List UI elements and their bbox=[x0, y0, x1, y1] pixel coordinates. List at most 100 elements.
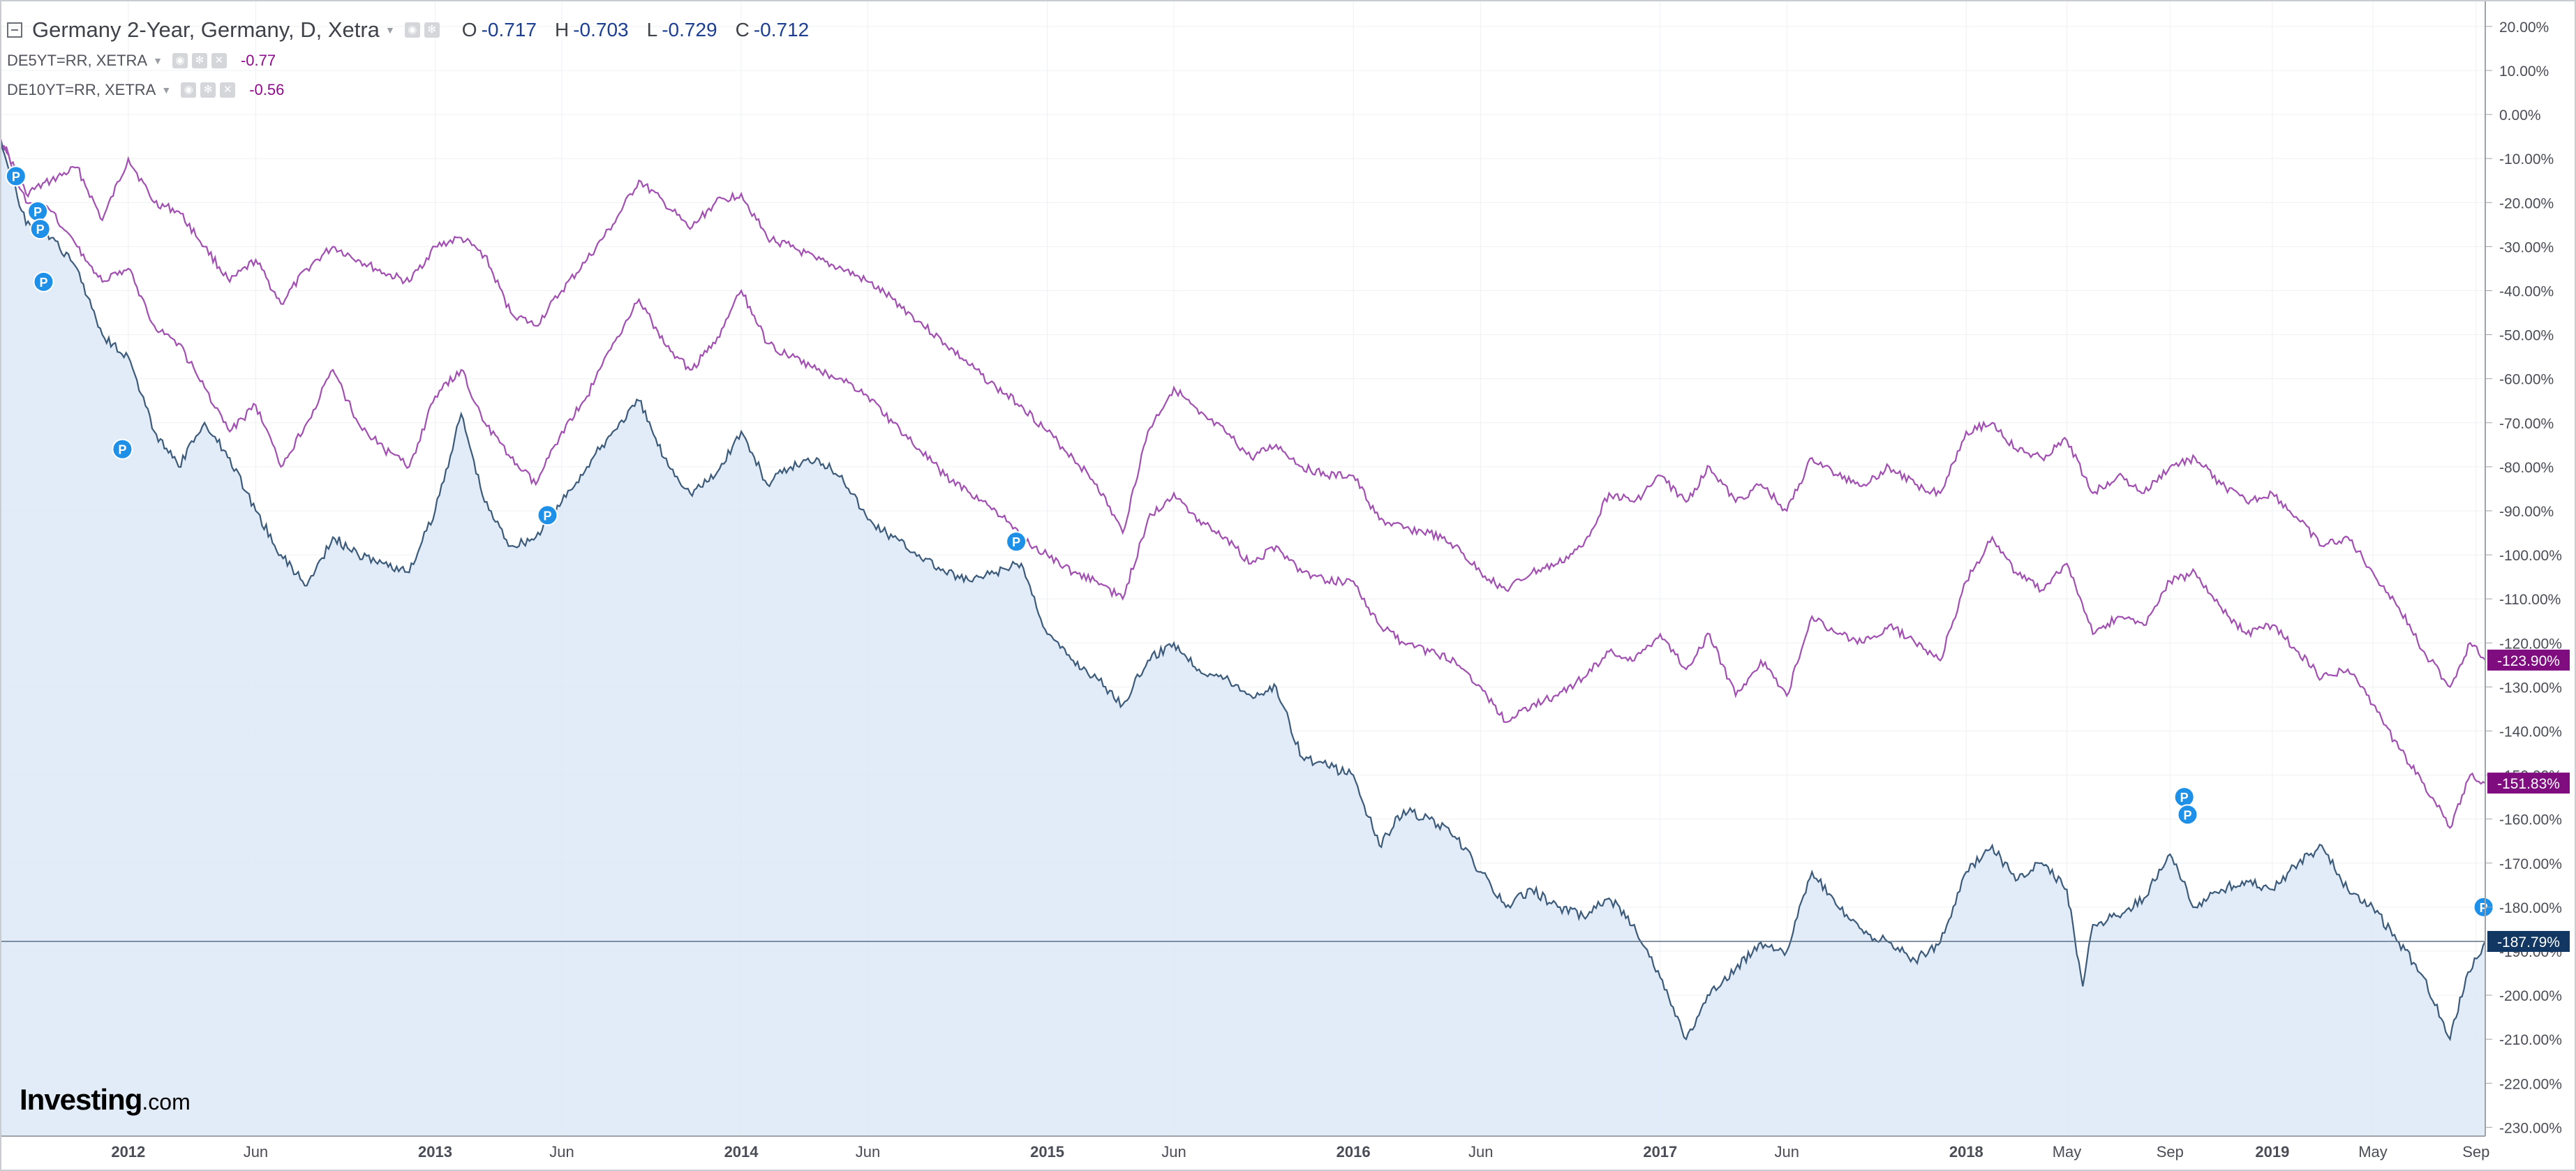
investing-logo: Investing.com bbox=[20, 1083, 191, 1117]
last-value-badge bbox=[2487, 649, 2570, 671]
event-marker-label: P bbox=[2480, 901, 2488, 915]
y-tick-label: -180.00% bbox=[2499, 900, 2562, 916]
collapse-icon[interactable] bbox=[7, 22, 22, 38]
x-tick-label: Jun bbox=[856, 1143, 880, 1161]
gear-icon[interactable]: ✻ bbox=[191, 53, 207, 68]
x-tick-label: Sep bbox=[2157, 1143, 2184, 1161]
x-tick-label: May bbox=[2053, 1143, 2082, 1161]
event-marker-label: P bbox=[12, 170, 20, 184]
close-value: -0.712 bbox=[753, 19, 810, 40]
close-icon[interactable]: ✕ bbox=[211, 53, 227, 68]
legend-series-row: DE10YT=RR, XETRA ▼ ◉ ✻ ✕ -0.56 bbox=[7, 75, 809, 105]
gear-icon[interactable]: ✻ bbox=[424, 22, 440, 38]
y-tick-label: -20.00% bbox=[2499, 195, 2554, 211]
y-tick-label: -90.00% bbox=[2499, 504, 2554, 520]
legend-series-value: -0.77 bbox=[240, 52, 276, 69]
x-tick-label: Jun bbox=[1468, 1143, 1493, 1161]
y-tick-label: 20.00% bbox=[2499, 20, 2549, 36]
y-tick-label: -30.00% bbox=[2499, 239, 2554, 255]
legend: Germany 2-Year, Germany, D, Xetra ▼ ◉ ✻ … bbox=[7, 14, 809, 105]
open-label: O bbox=[461, 19, 477, 40]
high-label: H bbox=[554, 19, 569, 40]
x-tick-label: 2019 bbox=[2255, 1143, 2289, 1161]
last-value-label: -123.90% bbox=[2497, 653, 2560, 669]
y-tick-label: -50.00% bbox=[2499, 328, 2554, 344]
chevron-down-icon[interactable]: ▼ bbox=[385, 24, 395, 36]
event-marker-badge[interactable] bbox=[33, 271, 54, 292]
eye-icon[interactable]: ◉ bbox=[172, 53, 188, 68]
event-marker-badge[interactable] bbox=[2177, 804, 2198, 826]
y-tick-label: -160.00% bbox=[2499, 812, 2562, 828]
legend-series-name[interactable]: DE10YT=RR, XETRA bbox=[7, 81, 156, 98]
legend-series-name[interactable]: DE5YT=RR, XETRA bbox=[7, 52, 148, 69]
y-tick-label: -70.00% bbox=[2499, 416, 2554, 432]
event-marker-label: P bbox=[1012, 535, 1020, 549]
logo-suffix: .com bbox=[142, 1089, 191, 1114]
event-marker-badge[interactable] bbox=[29, 218, 51, 240]
legend-main-row: Germany 2-Year, Germany, D, Xetra ▼ ◉ ✻ … bbox=[7, 14, 809, 46]
last-value-label: -151.83% bbox=[2497, 776, 2560, 792]
y-tick-label: -110.00% bbox=[2499, 592, 2561, 608]
x-tick-label: Jun bbox=[1774, 1143, 1799, 1161]
event-marker-label: P bbox=[39, 276, 47, 290]
x-tick-label: 2016 bbox=[1337, 1143, 1371, 1161]
event-marker-label: P bbox=[33, 205, 42, 219]
event-marker-badge[interactable] bbox=[537, 505, 558, 526]
low-label: L bbox=[646, 19, 658, 40]
x-tick-label: Jun bbox=[244, 1143, 268, 1161]
last-value-label: -187.79% bbox=[2497, 934, 2560, 950]
close-label: C bbox=[735, 19, 750, 40]
compare-series-line bbox=[0, 136, 2486, 688]
event-marker-label: P bbox=[118, 443, 126, 457]
y-tick-label: -140.00% bbox=[2499, 724, 2562, 740]
x-tick-label: 2014 bbox=[724, 1143, 759, 1161]
y-tick-label: -220.00% bbox=[2499, 1076, 2562, 1092]
event-marker-label: P bbox=[544, 509, 552, 523]
y-tick-label: -130.00% bbox=[2499, 680, 2562, 696]
y-tick-label: -170.00% bbox=[2499, 856, 2562, 872]
y-tick-label: 0.00% bbox=[2499, 107, 2541, 124]
x-tick-label: Jun bbox=[549, 1143, 574, 1161]
y-tick-label: -210.00% bbox=[2499, 1032, 2562, 1048]
event-marker-badge[interactable] bbox=[1006, 531, 1027, 553]
chevron-down-icon[interactable]: ▼ bbox=[153, 55, 163, 66]
close-icon[interactable]: ✕ bbox=[220, 82, 236, 98]
event-marker-badge[interactable] bbox=[5, 165, 27, 187]
main-series-line bbox=[0, 136, 2486, 1042]
event-marker-badge[interactable] bbox=[2473, 896, 2494, 918]
x-tick-label: 2018 bbox=[1949, 1143, 1983, 1161]
event-marker-label: P bbox=[36, 223, 45, 237]
y-tick-label: -10.00% bbox=[2499, 151, 2554, 167]
compare-series-line bbox=[0, 136, 2486, 829]
x-tick-label: 2013 bbox=[418, 1143, 452, 1161]
last-value-badge bbox=[2487, 931, 2570, 953]
eye-icon[interactable]: ◉ bbox=[404, 22, 420, 38]
y-tick-label: -80.00% bbox=[2499, 460, 2554, 476]
gear-icon[interactable]: ✻ bbox=[200, 82, 216, 98]
x-tick-label: May bbox=[2358, 1143, 2388, 1161]
area-fill bbox=[0, 136, 2485, 1137]
chevron-down-icon[interactable]: ▼ bbox=[161, 84, 172, 96]
main-series-title[interactable]: Germany 2-Year, Germany, D, Xetra bbox=[32, 17, 380, 42]
series-lines bbox=[0, 136, 2486, 1042]
main-series-area bbox=[0, 136, 2485, 1137]
legend-series-value: -0.56 bbox=[249, 81, 285, 98]
y-tick-label: -100.00% bbox=[2499, 548, 2562, 564]
y-tick-label: 10.00% bbox=[2499, 64, 2549, 80]
y-tick-label: -120.00% bbox=[2499, 636, 2562, 652]
eye-icon[interactable]: ◉ bbox=[181, 82, 197, 98]
event-marker-badge[interactable] bbox=[112, 438, 133, 460]
y-tick-label: -40.00% bbox=[2499, 283, 2554, 299]
x-tick-label: Sep bbox=[2462, 1143, 2489, 1161]
x-tick-label: 2012 bbox=[111, 1143, 145, 1161]
event-marker-label: P bbox=[2180, 791, 2189, 805]
last-value-badge bbox=[2487, 773, 2570, 794]
legend-series-row: DE5YT=RR, XETRA ▼ ◉ ✻ ✕ -0.77 bbox=[7, 46, 809, 75]
x-tick-label: 2015 bbox=[1030, 1143, 1064, 1161]
logo-brand: Investing bbox=[20, 1083, 142, 1116]
low-value: -0.729 bbox=[662, 19, 717, 40]
